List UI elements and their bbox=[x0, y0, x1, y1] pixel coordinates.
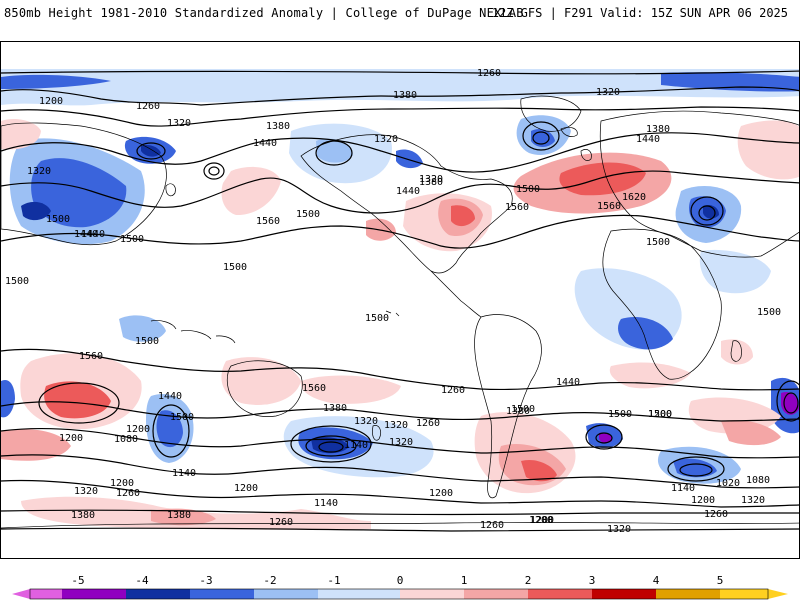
contour-label: 1560 bbox=[79, 351, 103, 362]
anomaly-shading bbox=[1, 69, 799, 530]
contour-label: 1260 bbox=[704, 509, 728, 520]
contour-label: 1500 bbox=[516, 184, 540, 195]
contour-label: 1320 bbox=[354, 416, 378, 427]
contour-label: 1320 bbox=[741, 495, 765, 506]
contour-label: 1140 bbox=[671, 483, 695, 494]
contour-label: 1320 bbox=[27, 166, 51, 177]
contour-label: 1380 bbox=[167, 510, 191, 521]
run-info: 12Z GFS | F291 Valid: 15Z SUN APR 06 202… bbox=[491, 6, 788, 20]
contour-label: 1380 bbox=[506, 406, 530, 417]
contour-label: 1440 bbox=[81, 229, 105, 240]
contour-label: 1140 bbox=[172, 468, 196, 479]
contour-label: 1080 bbox=[746, 475, 770, 486]
contour-label: 1500 bbox=[5, 276, 29, 287]
contour-label: 1200 bbox=[110, 478, 134, 489]
contour-label: 1380 bbox=[419, 177, 443, 188]
contour-label: 1440 bbox=[253, 138, 277, 149]
contour-label: 1260 bbox=[269, 517, 293, 528]
anomaly-map[interactable]: 1260 1200 1260 1380 1320 1320 1380 1440 1320 1380… bbox=[0, 41, 800, 559]
contour-label: 1560 bbox=[505, 202, 529, 213]
contour-label: 1500 bbox=[608, 409, 632, 420]
colorbar-swatches bbox=[12, 588, 788, 600]
height-contours bbox=[1, 70, 799, 532]
contour-label: 1080 bbox=[114, 434, 138, 445]
contour-label: 1500 bbox=[511, 404, 535, 415]
contour-label: 1560 bbox=[302, 383, 326, 394]
contour-label: 1500 bbox=[648, 409, 672, 420]
contour-label: 1500 bbox=[120, 234, 144, 245]
colorbar-tick-label: 0 bbox=[397, 574, 404, 587]
contour-label: 1320 bbox=[596, 87, 620, 98]
contour-label: 1320 bbox=[74, 486, 98, 497]
contour-label: 1140 bbox=[344, 440, 368, 451]
contour-label: 1260 bbox=[136, 101, 160, 112]
contour-label: 1200 bbox=[39, 96, 63, 107]
colorbar-tick-label: -5 bbox=[71, 574, 84, 587]
colorbar: -5 -4 -3 -2 -1 0 1 2 3 4 5 bbox=[0, 570, 800, 600]
contour-label: 1500 bbox=[46, 214, 70, 225]
contour-label: 1200 bbox=[234, 483, 258, 494]
colorbar-tick-label: -4 bbox=[135, 574, 149, 587]
contour-label: 1260 bbox=[116, 488, 140, 499]
contour-label: 1260 bbox=[441, 385, 465, 396]
contour-label: 1380 bbox=[393, 90, 417, 101]
contour-label: 1260 bbox=[477, 68, 501, 79]
contour-label: 1500 bbox=[757, 307, 781, 318]
contour-label: 1500 bbox=[365, 313, 389, 324]
colorbar-tick-label: 1 bbox=[461, 574, 468, 587]
contour-label: 1560 bbox=[597, 201, 621, 212]
contour-label: 1380 bbox=[646, 124, 670, 135]
contour-label: 1560 bbox=[256, 216, 280, 227]
contour-label: 1140 bbox=[314, 498, 338, 509]
contour-label: 1200 bbox=[529, 515, 553, 526]
contour-label: 1260 bbox=[416, 418, 440, 429]
header-bar: 850mb Height 1981-2010 Standardized Anom… bbox=[0, 0, 800, 26]
colorbar-tick-label: 5 bbox=[717, 574, 724, 587]
contour-label: 1320 bbox=[607, 524, 631, 535]
contour-label: 1380 bbox=[323, 403, 347, 414]
contour-label: 1200 bbox=[530, 515, 554, 526]
colorbar-tick-label: 2 bbox=[525, 574, 532, 587]
contour-label: 1200 bbox=[59, 433, 83, 444]
contour-label: 1320 bbox=[167, 118, 191, 129]
map-title: 850mb Height 1981-2010 Standardized Anom… bbox=[4, 6, 524, 20]
contour-label: 1200 bbox=[429, 488, 453, 499]
colorbar-tick-label: 4 bbox=[653, 574, 660, 587]
coastlines bbox=[1, 95, 799, 529]
contour-label: 1260 bbox=[480, 520, 504, 531]
colorbar-tick-label: -2 bbox=[263, 574, 276, 587]
colorbar-tick-label: -3 bbox=[199, 574, 212, 587]
contour-label: 1200 bbox=[126, 424, 150, 435]
contour-label: 1440 bbox=[556, 377, 580, 388]
contour-label: 1320 bbox=[389, 437, 413, 448]
contour-label: 1500 bbox=[646, 237, 670, 248]
contour-label: 1020 bbox=[716, 478, 740, 489]
contour-label: 1440 bbox=[396, 186, 420, 197]
contour-label: 1500 bbox=[223, 262, 247, 273]
contour-label: 1380 bbox=[71, 510, 95, 521]
contour-label: 1500 bbox=[170, 412, 194, 423]
colorbar-tick-labels: -5 -4 -3 -2 -1 0 1 2 3 4 5 bbox=[71, 574, 723, 587]
contour-label: 1440 bbox=[74, 229, 98, 240]
contour-label: 1200 bbox=[691, 495, 715, 506]
contour-label: 1440 bbox=[636, 134, 660, 145]
contour-label: 1320 bbox=[374, 134, 398, 145]
contour-label: 1620 bbox=[622, 192, 646, 203]
colorbar-tick-label: -1 bbox=[327, 574, 340, 587]
colorbar-tick-label: 3 bbox=[589, 574, 596, 587]
contour-label: 1440 bbox=[158, 391, 182, 402]
contour-label: 1320 bbox=[419, 174, 443, 185]
contour-label: 1200 bbox=[648, 409, 672, 420]
contour-label: 1500 bbox=[135, 336, 159, 347]
contour-label: 1380 bbox=[266, 121, 290, 132]
contour-label: 1500 bbox=[296, 209, 320, 220]
contour-label: 1320 bbox=[384, 420, 408, 431]
